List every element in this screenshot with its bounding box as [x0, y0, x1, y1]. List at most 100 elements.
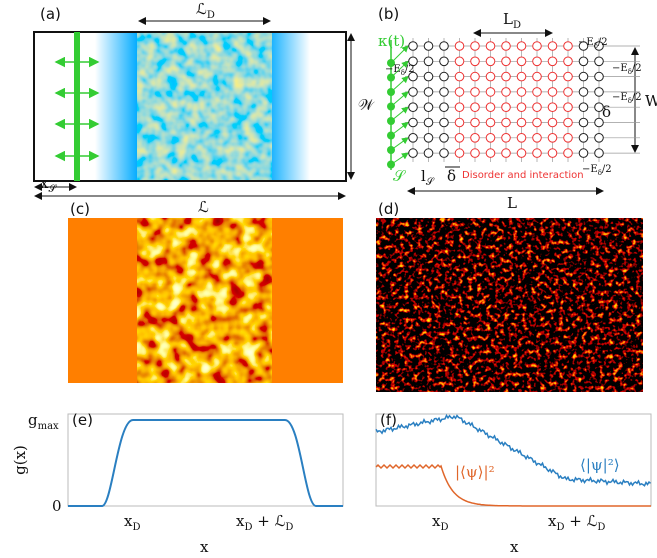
lattice-site: [424, 88, 433, 97]
lattice-site: [579, 88, 588, 97]
lattice-site: [440, 57, 449, 66]
lattice-site: [471, 103, 480, 112]
lattice-site: [517, 42, 526, 51]
lattice-site: [440, 149, 449, 158]
lattice-site: [502, 42, 511, 51]
lattice-site: [502, 134, 511, 143]
source-x: x𝒮: [40, 174, 57, 195]
lattice-site: [471, 88, 480, 97]
lattice-site: [502, 149, 511, 158]
figure: (a) ℒD 𝒲 x𝒮 ℒ (b) LD κ(t) W δ 𝒮 l𝒮 δ Dis…: [0, 0, 657, 558]
lattice-site: [548, 134, 557, 143]
y-label: g(x): [11, 445, 29, 475]
panel-e: (e) gmax 0 g(x) xD xD + ℒD x: [11, 411, 343, 556]
lattice-site: [502, 103, 511, 112]
density-curve: [376, 416, 651, 486]
lattice-site: [517, 72, 526, 81]
lattice-site: [471, 72, 480, 81]
lattice-site: [409, 118, 418, 127]
density-map: [376, 218, 643, 392]
lattice-site: [548, 42, 557, 51]
coherent-label: |⟨ψ⟩|²: [455, 463, 495, 481]
lattice-site: [486, 103, 495, 112]
lattice-site: [486, 118, 495, 127]
lattice-site: [409, 42, 418, 51]
lattice-site: [533, 134, 542, 143]
lattice-site: [595, 134, 604, 143]
source-site: [387, 132, 395, 140]
lattice-site: [424, 72, 433, 81]
lattice-site: [471, 134, 480, 143]
length-label: L: [507, 194, 517, 212]
panel-label: (b): [378, 5, 399, 23]
source-label: 𝒮: [393, 167, 406, 185]
lattice-site: [564, 103, 573, 112]
edge-energy: −Eδ/2: [612, 92, 642, 105]
lattice-site: [579, 57, 588, 66]
x-tick-end: xD + ℒD: [236, 512, 293, 533]
lattice-site: [548, 57, 557, 66]
lattice-site: [517, 103, 526, 112]
source-site: [387, 117, 395, 125]
coupling-curve: [68, 420, 343, 506]
y-tick-top: gmax: [28, 411, 59, 432]
panel-label: (a): [40, 5, 61, 23]
width-label: 𝒲: [358, 96, 375, 114]
x-tick-start: xD: [124, 512, 141, 533]
lattice-site: [579, 103, 588, 112]
source-site: [387, 103, 395, 111]
disorder-region: [137, 33, 272, 180]
panel-a: (a) ℒD 𝒲 x𝒮 ℒ: [34, 0, 375, 216]
x-tick-start: xD: [432, 512, 449, 533]
lattice-site: [564, 42, 573, 51]
lattice-site: [471, 57, 480, 66]
panel-b: (b) LD κ(t) W δ 𝒮 l𝒮 δ Disorder and inte…: [378, 5, 657, 212]
lattice-site: [517, 118, 526, 127]
lattice-site: [455, 57, 464, 66]
lattice-site: [502, 72, 511, 81]
lattice-site: [533, 88, 542, 97]
lattice-site: [502, 88, 511, 97]
lattice-site: [548, 88, 557, 97]
lattice-site: [517, 57, 526, 66]
panel-label: (e): [72, 411, 93, 429]
density-label: ⟨|ψ|²⟩: [580, 456, 620, 474]
length-d: LD: [503, 10, 521, 31]
lattice-site: [579, 72, 588, 81]
edge-energy: −Eδ/2: [582, 164, 612, 177]
lattice-site: [533, 72, 542, 81]
panel-label: (f): [380, 411, 397, 429]
length-d: ℒD: [196, 0, 215, 21]
lattice-site: [424, 118, 433, 127]
lattice-site: [424, 103, 433, 112]
lattice-site: [409, 149, 418, 158]
source-dist: l𝒮: [421, 167, 435, 188]
length-label: ℒ: [198, 198, 209, 216]
lattice-site: [440, 118, 449, 127]
lattice-site: [440, 103, 449, 112]
lattice-site: [455, 134, 464, 143]
panel-label: (c): [70, 200, 90, 218]
lattice-site: [440, 42, 449, 51]
lattice-site: [455, 72, 464, 81]
lattice-site: [564, 118, 573, 127]
lattice-site: [455, 88, 464, 97]
lattice-site: [564, 149, 573, 158]
disorder-map: [137, 218, 272, 383]
lattice-site: [517, 88, 526, 97]
lattice-site: [502, 57, 511, 66]
lattice-site: [486, 57, 495, 66]
lattice-site: [455, 149, 464, 158]
lattice-site: [471, 42, 480, 51]
lattice-site: [502, 118, 511, 127]
x-label: x: [510, 538, 519, 556]
lattice-site: [548, 72, 557, 81]
x-tick-end: xD + ℒD: [548, 512, 605, 533]
lattice-site: [533, 57, 542, 66]
lattice-site: [440, 88, 449, 97]
lattice-site: [424, 149, 433, 158]
panel-label: (d): [378, 200, 399, 218]
lattice-site: [579, 118, 588, 127]
y-tick-zero: 0: [52, 497, 62, 515]
lattice-site: [471, 118, 480, 127]
